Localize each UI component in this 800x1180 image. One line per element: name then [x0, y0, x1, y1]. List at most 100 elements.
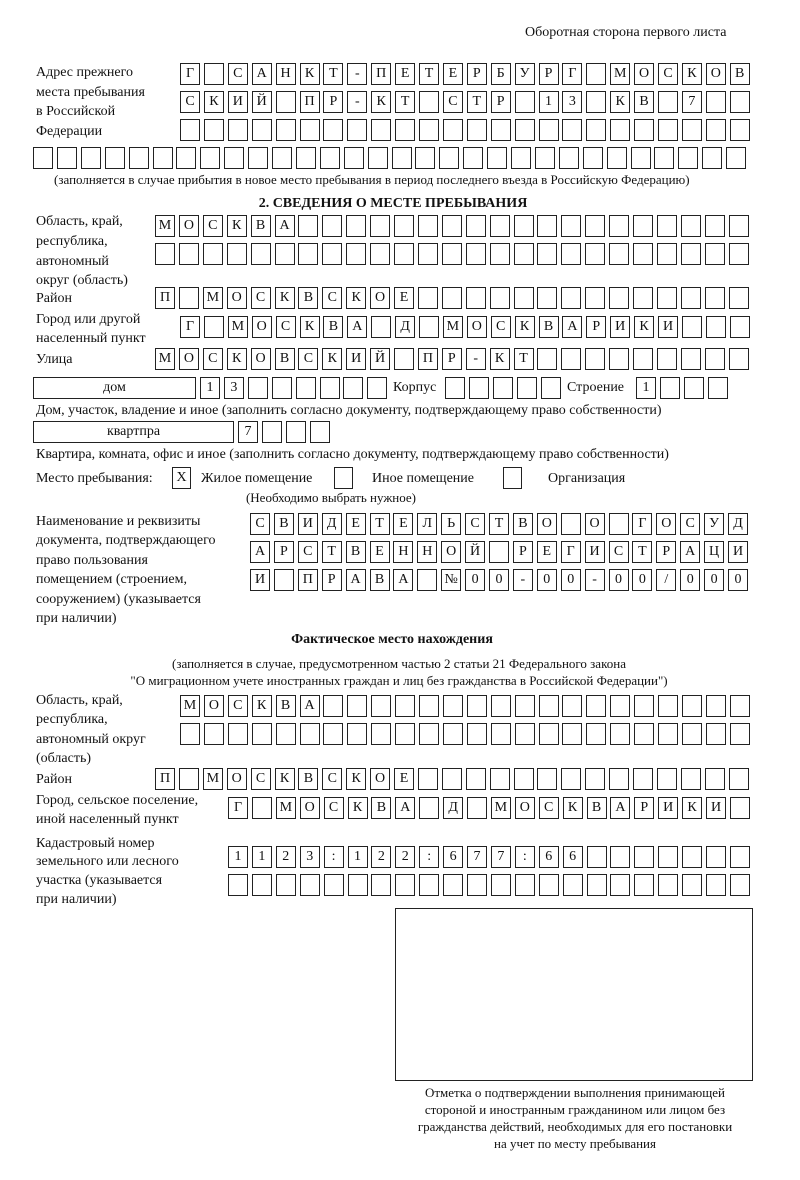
- char-cell[interactable]: [417, 287, 438, 309]
- char-cell[interactable]: [704, 243, 725, 265]
- char-cell[interactable]: [585, 243, 606, 265]
- char-cell[interactable]: В: [729, 63, 750, 85]
- char-cell[interactable]: [395, 119, 416, 141]
- char-cell[interactable]: В: [323, 316, 344, 338]
- char-cell[interactable]: [463, 147, 484, 169]
- char-cell[interactable]: 7: [490, 846, 511, 868]
- char-cell[interactable]: В: [586, 797, 607, 819]
- char-cell[interactable]: С: [658, 63, 678, 85]
- char-cell[interactable]: С: [202, 348, 223, 370]
- char-cell[interactable]: [706, 846, 726, 868]
- char-cell[interactable]: О: [370, 768, 391, 790]
- char-cell[interactable]: [248, 147, 269, 169]
- char-cell[interactable]: [347, 874, 368, 896]
- char-cell[interactable]: -: [347, 63, 368, 85]
- char-cell[interactable]: О: [705, 63, 726, 85]
- char-cell[interactable]: [367, 147, 388, 169]
- char-cell[interactable]: [658, 874, 679, 896]
- char-cell[interactable]: [419, 723, 439, 745]
- char-cell[interactable]: П: [299, 91, 320, 113]
- char-cell[interactable]: [490, 695, 511, 717]
- char-cell[interactable]: О: [203, 695, 224, 717]
- char-cell[interactable]: [656, 768, 677, 790]
- char-cell[interactable]: [247, 377, 268, 399]
- char-cell[interactable]: [323, 874, 344, 896]
- char-cell[interactable]: [467, 874, 487, 896]
- char-cell[interactable]: /: [656, 569, 677, 591]
- char-cell[interactable]: [441, 768, 462, 790]
- char-cell[interactable]: С: [538, 797, 559, 819]
- char-cell[interactable]: К: [226, 348, 247, 370]
- char-cell[interactable]: [251, 797, 272, 819]
- char-cell[interactable]: [441, 243, 462, 265]
- char-cell[interactable]: [630, 147, 651, 169]
- char-cell[interactable]: [658, 119, 678, 141]
- char-cell[interactable]: Г: [180, 63, 200, 85]
- char-cell[interactable]: [681, 316, 702, 338]
- char-cell[interactable]: [537, 215, 558, 237]
- char-cell[interactable]: Е: [394, 287, 414, 309]
- char-cell[interactable]: [271, 377, 292, 399]
- char-cell[interactable]: Р: [538, 63, 559, 85]
- char-cell[interactable]: Н: [275, 63, 296, 85]
- char-cell[interactable]: [442, 723, 463, 745]
- char-cell[interactable]: [585, 287, 606, 309]
- char-cell[interactable]: К: [562, 797, 583, 819]
- char-cell[interactable]: [585, 348, 606, 370]
- char-cell[interactable]: [299, 119, 320, 141]
- char-cell[interactable]: В: [371, 797, 392, 819]
- char-cell[interactable]: И: [728, 541, 748, 563]
- char-cell[interactable]: [537, 768, 558, 790]
- char-cell[interactable]: Н: [417, 541, 438, 563]
- char-cell[interactable]: Р: [634, 797, 655, 819]
- char-cell[interactable]: В: [298, 768, 319, 790]
- char-cell[interactable]: [633, 768, 653, 790]
- char-cell[interactable]: [582, 147, 603, 169]
- char-cell[interactable]: [609, 768, 630, 790]
- char-cell[interactable]: В: [298, 287, 319, 309]
- char-cell[interactable]: [155, 243, 175, 265]
- char-cell[interactable]: [441, 287, 462, 309]
- char-cell[interactable]: 6: [443, 846, 464, 868]
- char-cell[interactable]: [706, 874, 726, 896]
- char-cell[interactable]: [585, 768, 606, 790]
- char-cell[interactable]: Т: [321, 541, 342, 563]
- char-cell[interactable]: [586, 874, 607, 896]
- char-cell[interactable]: Д: [728, 513, 748, 535]
- char-cell[interactable]: [203, 63, 224, 85]
- char-cell[interactable]: [272, 147, 292, 169]
- char-cell[interactable]: Д: [321, 513, 342, 535]
- char-cell[interactable]: №: [441, 569, 462, 591]
- char-cell[interactable]: К: [634, 316, 655, 338]
- char-cell[interactable]: [680, 243, 701, 265]
- char-cell[interactable]: В: [275, 695, 296, 717]
- char-cell[interactable]: Д: [443, 797, 464, 819]
- char-cell[interactable]: 7: [467, 846, 487, 868]
- char-cell[interactable]: О: [178, 215, 199, 237]
- char-cell[interactable]: С: [608, 541, 629, 563]
- char-cell[interactable]: М: [155, 348, 175, 370]
- char-cell[interactable]: [489, 287, 510, 309]
- char-cell[interactable]: [586, 119, 607, 141]
- char-cell[interactable]: К: [346, 287, 367, 309]
- char-cell[interactable]: [538, 723, 559, 745]
- char-cell[interactable]: А: [680, 541, 701, 563]
- char-cell[interactable]: [656, 215, 677, 237]
- char-cell[interactable]: С: [298, 348, 319, 370]
- char-cell[interactable]: С: [465, 513, 486, 535]
- char-cell[interactable]: В: [538, 316, 559, 338]
- char-cell[interactable]: [323, 695, 344, 717]
- char-cell[interactable]: [658, 91, 678, 113]
- char-cell[interactable]: О: [466, 316, 487, 338]
- char-cell[interactable]: [562, 874, 583, 896]
- char-cell[interactable]: 2: [395, 846, 416, 868]
- char-cell[interactable]: [371, 695, 392, 717]
- char-cell[interactable]: [346, 243, 367, 265]
- char-cell[interactable]: [419, 695, 439, 717]
- char-cell[interactable]: [705, 723, 726, 745]
- char-cell[interactable]: [705, 119, 726, 141]
- char-cell[interactable]: -: [584, 569, 605, 591]
- char-cell[interactable]: Д: [395, 316, 416, 338]
- char-cell[interactable]: [728, 287, 749, 309]
- char-cell[interactable]: [489, 243, 510, 265]
